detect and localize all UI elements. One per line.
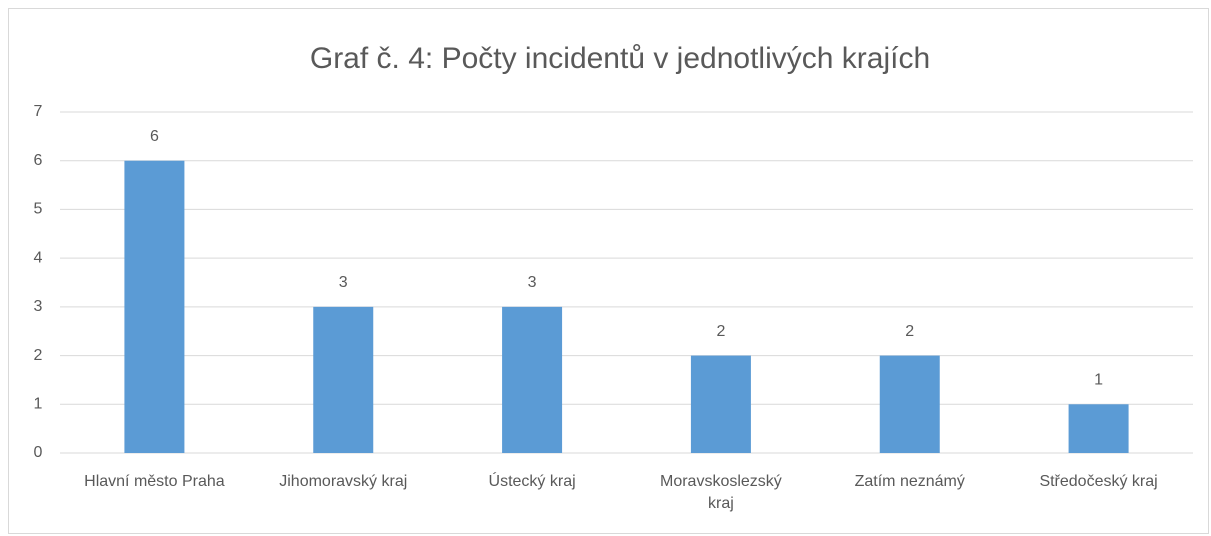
data-label: 6	[150, 128, 159, 145]
data-label: 3	[528, 274, 537, 291]
y-tick-label: 0	[34, 444, 43, 461]
y-tick-label: 2	[34, 347, 43, 364]
y-tick-label: 5	[34, 201, 43, 218]
bar	[502, 306, 563, 453]
y-tick-label: 3	[34, 298, 43, 315]
x-tick-label: Zatím neznámý	[854, 473, 965, 490]
bar	[124, 160, 185, 453]
data-label: 2	[905, 323, 914, 340]
bar	[1068, 404, 1129, 453]
x-tick-label: Jihomoravský kraj	[279, 473, 408, 490]
bar	[313, 306, 374, 453]
chart-title: Graf č. 4: Počty incidentů v jednotlivýc…	[310, 42, 930, 75]
x-tick-label: Hlavní město Praha	[84, 473, 225, 490]
data-label: 3	[339, 274, 348, 291]
x-tick-label: Ústecký kraj	[488, 473, 576, 490]
y-tick-label: 7	[34, 103, 43, 120]
x-tick-label: Středočeský kraj	[1039, 473, 1158, 490]
y-tick-label: 4	[34, 249, 43, 266]
x-tick-label: Moravskoslezský kraj	[660, 473, 782, 512]
data-label: 2	[716, 323, 725, 340]
chart-border	[8, 8, 1209, 534]
bar	[879, 355, 940, 453]
y-tick-label: 1	[34, 396, 43, 413]
y-tick-label: 6	[34, 152, 43, 169]
bar	[690, 355, 751, 453]
data-label: 1	[1094, 372, 1103, 389]
